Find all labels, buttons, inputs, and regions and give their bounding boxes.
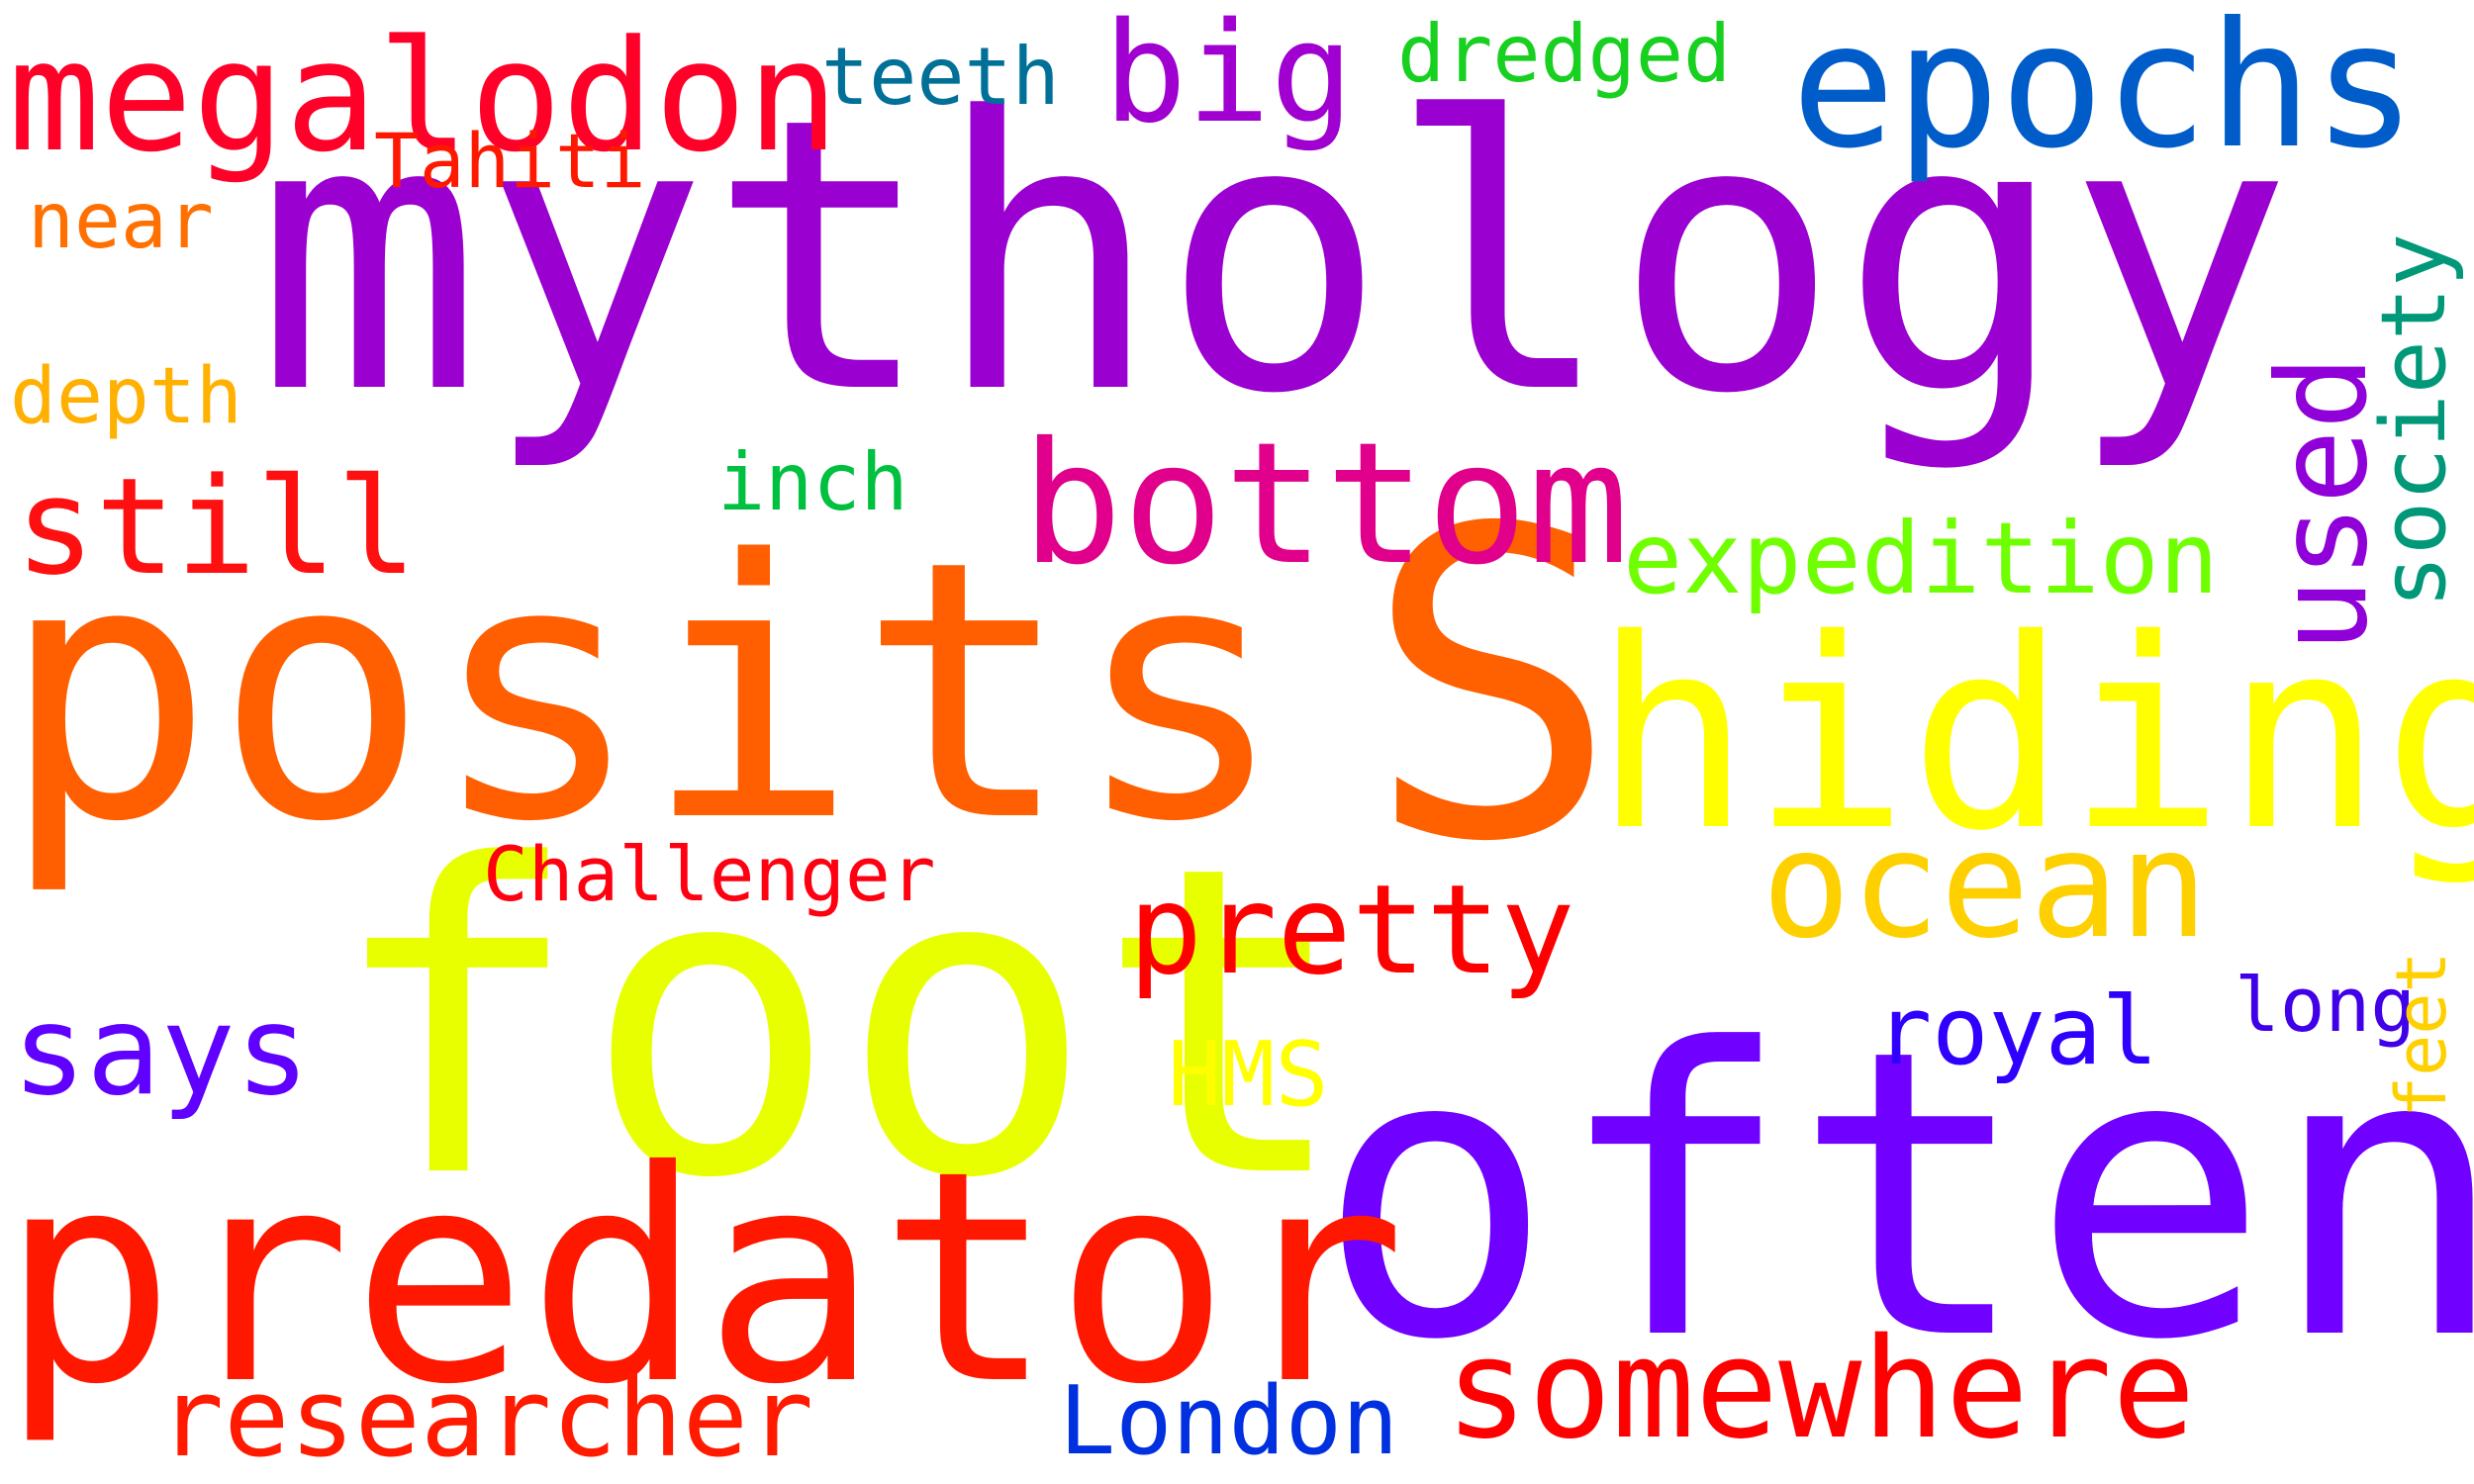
word-challenger: Challenger: [483, 830, 936, 918]
word-inch: inch: [717, 436, 908, 528]
word-hiding: hiding: [1593, 584, 2474, 888]
word-predator: predator: [0, 1108, 1406, 1448]
word-bottom: bottom: [1021, 407, 1630, 603]
word-s: S: [1364, 440, 1620, 935]
word-depth: depth: [10, 352, 242, 441]
word-megalodon: megalodon: [8, 7, 839, 186]
word-foot: foot: [327, 777, 1352, 1271]
word-feet: feet: [2381, 951, 2462, 1118]
word-epochs: epochs: [1791, 0, 2418, 187]
word-says: says: [12, 979, 311, 1123]
word-teeth: teeth: [821, 31, 1060, 123]
word-mythology: mythology: [255, 38, 2294, 476]
word-london: London: [1059, 1367, 1399, 1476]
word-near: near: [28, 177, 214, 266]
word-pretty: pretty: [1128, 859, 1575, 1002]
word-expedition: expedition: [1623, 501, 2220, 616]
word-ocean: ocean: [1761, 799, 2209, 972]
word-big: big: [1103, 0, 1354, 154]
word-posits: posits: [0, 485, 1287, 899]
word-somewhere: somewhere: [1445, 1309, 2196, 1470]
word-society: society: [2362, 232, 2466, 608]
word-dredged: dredged: [1397, 8, 1732, 100]
word-royal: royal: [1875, 977, 2158, 1086]
word-still: still: [15, 449, 418, 604]
word-long: long: [2235, 961, 2417, 1049]
word-researcher: researcher: [158, 1354, 814, 1481]
word-tahiti: Tahiti: [374, 117, 646, 205]
word-hms: HMS: [1168, 1023, 1329, 1127]
word-often: often: [1316, 967, 2474, 1427]
